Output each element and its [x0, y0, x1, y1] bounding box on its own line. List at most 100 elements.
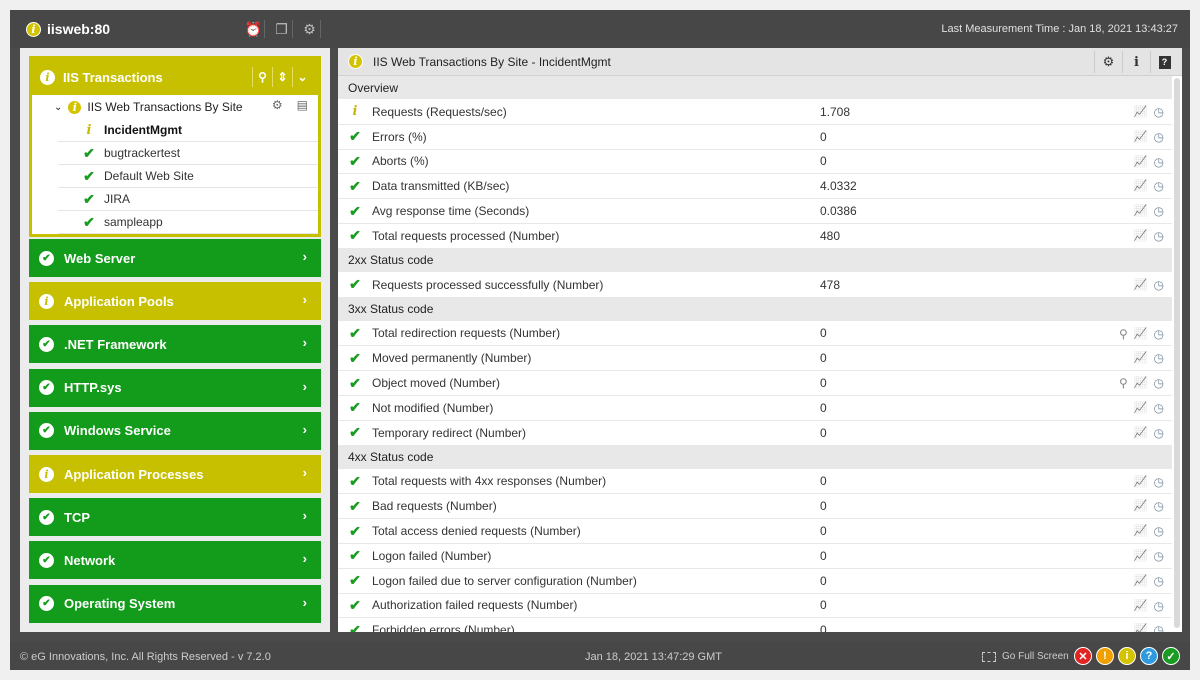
sort-icon[interactable]: ⇕ — [272, 67, 292, 87]
config-icon[interactable]: ⚙ — [299, 20, 321, 38]
group-item[interactable]: ✔ .NET Framework › — [29, 325, 321, 364]
group-item[interactable]: i Application Processes › — [29, 455, 321, 493]
group-item[interactable]: ✔ Windows Service › — [29, 411, 321, 450]
chevron-right-icon[interactable]: › — [302, 335, 307, 351]
graph-icon[interactable]: 📈 — [1133, 525, 1148, 538]
config-icon[interactable]: ⚙ — [271, 98, 283, 112]
chevron-down-icon[interactable]: ⌄ — [292, 67, 312, 87]
detail-search-icon[interactable]: ⚲ — [1119, 326, 1128, 341]
row-actions: 📈 ◷ — [1134, 105, 1164, 119]
group-item[interactable]: ✔ TCP › — [29, 498, 321, 537]
history-icon[interactable]: ◷ — [1153, 598, 1164, 613]
graph-icon[interactable]: 📈 — [1133, 377, 1148, 390]
history-icon[interactable]: ◷ — [1153, 351, 1164, 366]
windows-icon[interactable]: ❐ — [271, 20, 293, 38]
check-icon: ✔ — [349, 547, 361, 564]
chevron-right-icon[interactable]: › — [302, 421, 307, 437]
measure-name: Requests (Requests/sec) — [372, 104, 507, 119]
measure-value: 1.708 — [820, 104, 851, 119]
history-icon[interactable]: ◷ — [1153, 154, 1164, 169]
tree-item[interactable]: ✔ Default Web Site — [58, 165, 318, 188]
tree-item[interactable]: ✔ JIRA — [58, 188, 318, 211]
history-icon[interactable]: ◷ — [1153, 474, 1164, 489]
history-icon[interactable]: ◷ — [1153, 204, 1164, 219]
tree-item[interactable]: i IncidentMgmt — [58, 119, 318, 142]
history-icon[interactable]: ◷ — [1153, 105, 1164, 119]
group-header[interactable]: i IIS Transactions ⚲ ⇕ ⌄ — [32, 59, 318, 95]
graph-icon[interactable]: 📈 — [1133, 599, 1148, 612]
last-measurement-time: Last Measurement Time : Jan 18, 2021 13:… — [941, 23, 1178, 35]
unknown-icon[interactable]: ? — [1140, 647, 1158, 665]
history-icon[interactable]: ◷ — [1153, 179, 1164, 194]
chevron-right-icon[interactable]: › — [302, 465, 307, 480]
graph-icon[interactable]: 📈 — [1133, 624, 1148, 632]
group-title: IIS Transactions — [63, 69, 163, 85]
info-letter-icon[interactable]: i — [1122, 51, 1150, 73]
chevron-right-icon[interactable]: › — [302, 551, 307, 567]
graph-icon[interactable]: 📈 — [1133, 180, 1148, 193]
full-screen-button[interactable]: Go Full Screen — [982, 651, 1069, 662]
group-item[interactable]: ✔ Operating System › — [29, 584, 321, 623]
history-icon[interactable]: ◷ — [1153, 524, 1164, 539]
search-icon[interactable]: ⚲ — [252, 67, 272, 87]
normal-icon[interactable]: ✓ — [1162, 647, 1180, 665]
critical-icon[interactable]: ✕ — [1074, 647, 1092, 665]
graph-icon[interactable]: 📈 — [1133, 475, 1148, 488]
scrollbar[interactable] — [1174, 78, 1180, 628]
measure-name: Errors (%) — [372, 129, 427, 144]
check-circle-icon: ✔ — [39, 250, 54, 266]
graph-icon[interactable]: 📈 — [1133, 327, 1148, 340]
graph-icon[interactable]: 📈 — [1133, 155, 1148, 168]
export-icon[interactable]: ▤ — [296, 98, 308, 112]
graph-icon[interactable]: 📈 — [1133, 574, 1148, 587]
group-item[interactable]: ✔ HTTP.sys › — [29, 368, 321, 407]
graph-icon[interactable]: 📈 — [1133, 205, 1148, 218]
check-circle-icon: ✔ — [39, 336, 54, 352]
group-item[interactable]: ✔ Network › — [29, 541, 321, 580]
minor-icon[interactable]: i — [1118, 647, 1136, 665]
history-icon[interactable]: ◷ — [1153, 129, 1164, 144]
group-item[interactable]: i Application Pools › — [29, 282, 321, 321]
graph-icon[interactable]: 📈 — [1133, 500, 1148, 513]
history-icon[interactable]: ◷ — [1153, 573, 1164, 588]
chevron-right-icon[interactable]: › — [302, 508, 307, 524]
graph-icon[interactable]: 📈 — [1133, 130, 1148, 143]
graph-icon[interactable]: 📈 — [1133, 401, 1148, 414]
history-icon[interactable]: ◷ — [1153, 400, 1164, 415]
group-label: Network — [64, 552, 116, 568]
chevron-down-icon[interactable]: ⌄ — [54, 101, 63, 113]
group-item[interactable]: ✔ Web Server › — [29, 239, 321, 277]
history-icon[interactable]: ◷ — [1153, 277, 1164, 292]
history-icon[interactable]: ◷ — [1153, 228, 1164, 243]
chevron-right-icon[interactable]: › — [302, 292, 307, 308]
chevron-right-icon[interactable]: › — [302, 378, 307, 394]
history-icon[interactable]: ◷ — [1153, 499, 1164, 514]
group-label: Windows Service — [64, 423, 171, 439]
tree-item[interactable]: ✔ bugtrackertest — [58, 142, 318, 165]
detail-search-icon[interactable]: ⚲ — [1119, 376, 1128, 391]
check-circle-icon: ✔ — [39, 509, 54, 525]
details-panel: i IIS Web Transactions By Site - Inciden… — [338, 48, 1182, 632]
chevron-right-icon[interactable]: › — [302, 249, 307, 264]
major-icon[interactable]: ! — [1096, 647, 1114, 665]
help-icon[interactable]: ? — [1150, 51, 1178, 73]
history-icon[interactable]: ◷ — [1153, 425, 1164, 440]
config-icon[interactable]: ⚙ — [1094, 51, 1122, 73]
tree-item[interactable]: ✔ sampleapp — [58, 211, 318, 234]
graph-icon[interactable]: 📈 — [1133, 352, 1148, 365]
history-icon[interactable]: ◷ — [1153, 548, 1164, 563]
history-icon[interactable]: ◷ — [1153, 623, 1164, 632]
graph-icon[interactable]: 📈 — [1133, 106, 1148, 118]
graph-icon[interactable]: 📈 — [1133, 549, 1148, 562]
measure-name: Aborts (%) — [372, 154, 429, 169]
history-icon[interactable]: ◷ — [1153, 376, 1164, 391]
tree-parent-test[interactable]: ⌄ i IIS Web Transactions By Site ⚙ ▤ — [32, 95, 318, 119]
full-screen-label: Go Full Screen — [1002, 651, 1069, 662]
graph-icon[interactable]: 📈 — [1133, 229, 1148, 242]
row-actions: 📈 ◷ — [1134, 229, 1164, 243]
chevron-right-icon[interactable]: › — [302, 594, 307, 610]
graph-icon[interactable]: 📈 — [1133, 426, 1148, 439]
alarm-icon[interactable]: ⏰ — [243, 20, 265, 38]
history-icon[interactable]: ◷ — [1153, 326, 1164, 341]
graph-icon[interactable]: 📈 — [1133, 278, 1148, 291]
